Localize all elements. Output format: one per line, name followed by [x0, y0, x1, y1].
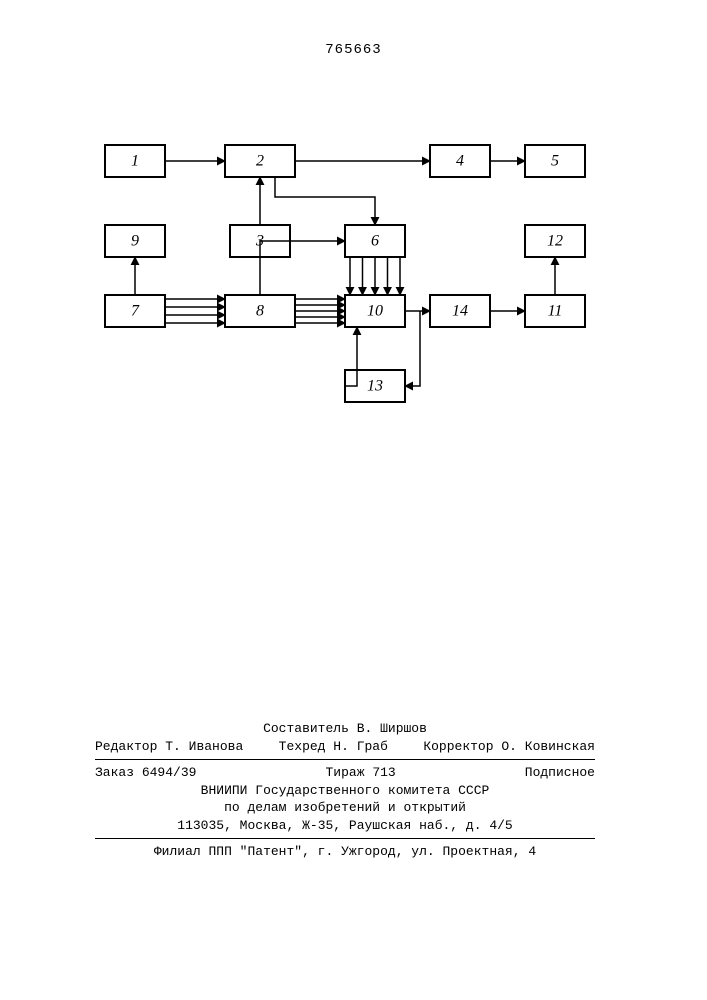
techred-name: Н. Граб [333, 739, 388, 754]
editor-name: Т. Иванова [165, 739, 243, 754]
circulation-label: Тираж [325, 765, 364, 780]
circulation-value: 713 [372, 765, 395, 780]
block-diagram: 1234567891011121314 [60, 110, 640, 430]
edge [260, 241, 345, 295]
edge [405, 311, 420, 386]
org-line2: по делам изобретений и открытий [95, 799, 595, 817]
compiler-name: В. Ширшов [357, 721, 427, 736]
edge [275, 177, 375, 225]
node-label-4: 4 [456, 153, 464, 170]
footer-row-1: Составитель В. Ширшов [95, 720, 595, 738]
node-label-8: 8 [256, 303, 264, 320]
node-label-9: 9 [131, 233, 139, 250]
compiler-label: Составитель [263, 721, 349, 736]
doc-number: 765663 [0, 42, 707, 58]
editor-label: Редактор [95, 739, 157, 754]
corrector-label: Корректор [423, 739, 493, 754]
node-label-11: 11 [548, 303, 563, 320]
subscription: Подписное [525, 764, 595, 782]
node-label-2: 2 [256, 153, 264, 170]
footer-row-3: Заказ 6494/39 Тираж 713 Подписное [95, 764, 595, 782]
node-label-3: 3 [255, 233, 264, 250]
branch: Филиал ППП "Патент", г. Ужгород, ул. Про… [95, 843, 595, 861]
node-label-1: 1 [131, 153, 139, 170]
footer-row-2: Редактор Т. Иванова Техред Н. Граб Корре… [95, 738, 595, 756]
org-line1: ВНИИПИ Государственного комитета СССР [95, 782, 595, 800]
corrector-name: О. Ковинская [501, 739, 595, 754]
node-label-14: 14 [452, 303, 468, 320]
edge [345, 327, 357, 386]
techred-label: Техред [279, 739, 326, 754]
org-line3: 113035, Москва, Ж-35, Раушская наб., д. … [95, 817, 595, 835]
order-label: Заказ [95, 765, 134, 780]
node-label-6: 6 [371, 233, 379, 250]
node-label-5: 5 [551, 153, 559, 170]
node-label-10: 10 [367, 303, 383, 320]
node-label-12: 12 [547, 233, 563, 250]
order-value: 6494/39 [142, 765, 197, 780]
node-label-7: 7 [131, 303, 140, 320]
node-label-13: 13 [367, 378, 383, 395]
